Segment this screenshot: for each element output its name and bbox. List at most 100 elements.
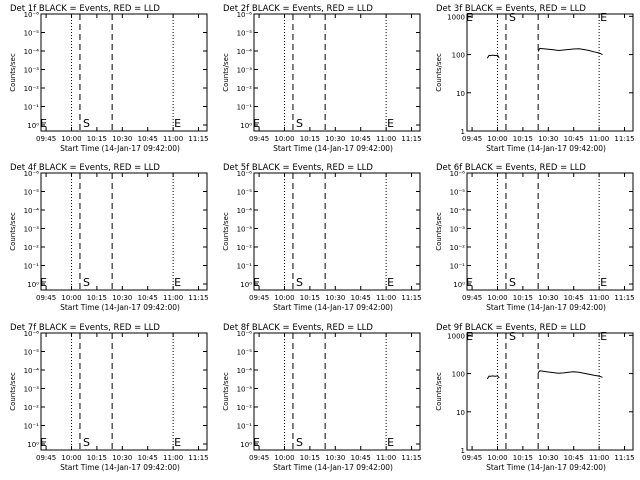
y-tick-label: 10⁻⁴ [450, 207, 466, 215]
y-tick-label: 10⁻² [450, 244, 466, 252]
y-tick-label: 10⁻³ [237, 386, 253, 394]
y-tick-label: 10⁻² [24, 244, 40, 252]
y-axis-label: Counts/sec [222, 212, 230, 251]
end-marker: E [174, 436, 181, 449]
y-axis-label: Counts/sec [435, 372, 443, 411]
x-tick-label: 09:45 [36, 135, 56, 143]
x-tick-label: 10:30 [325, 294, 345, 302]
y-tick-label: 10⁰ [240, 441, 252, 449]
start-marker: S [83, 276, 90, 289]
plot-frame [40, 172, 208, 291]
x-tick-label: 10:00 [61, 454, 81, 462]
x-tick-label: 11:00 [376, 454, 396, 462]
end-marker: E [253, 436, 260, 449]
x-tick-label: 11:00 [376, 294, 396, 302]
end-marker: E [387, 436, 394, 449]
y-tick-label: 10⁻³ [450, 226, 466, 234]
x-tick-label: 11:15 [401, 294, 421, 302]
y-tick-label: 10⁻⁴ [237, 48, 253, 56]
y-tick-label: 10⁻¹ [450, 263, 466, 271]
x-tick-label: 09:45 [36, 454, 56, 462]
y-axis-label: Counts/sec [9, 372, 17, 411]
plot-frame [466, 13, 634, 132]
end-marker: E [40, 436, 47, 449]
y-tick-label: 10⁻³ [24, 386, 40, 394]
x-tick-label: 10:30 [325, 454, 345, 462]
x-axis-label: Start Time (14-Jan-17 09:42:00) [486, 463, 606, 472]
x-tick-label: 10:15 [87, 135, 107, 143]
y-tick-label: 10⁻⁶ [24, 170, 40, 178]
panel-title: Det 3f BLACK = Events, RED = LLD [436, 4, 586, 14]
y-tick-label: 10⁻⁵ [450, 189, 466, 197]
x-axis-label: Start Time (14-Jan-17 09:42:00) [60, 463, 180, 472]
end-marker: E [466, 11, 473, 24]
y-tick-label: 10⁻⁵ [237, 349, 253, 357]
x-tick-label: 09:45 [249, 294, 269, 302]
y-tick-label: 1000 [447, 13, 465, 21]
x-tick-label: 11:00 [163, 135, 183, 143]
x-tick-label: 10:30 [538, 135, 558, 143]
x-tick-label: 10:45 [564, 294, 584, 302]
x-axis-label: Start Time (14-Jan-17 09:42:00) [486, 144, 606, 153]
x-tick-label: 09:45 [249, 135, 269, 143]
detector-panel: Det 5f BLACK = Events, RED = LLD Counts/s… [222, 163, 422, 312]
start-marker: S [509, 11, 516, 24]
y-tick-label: 10⁰ [27, 281, 39, 289]
y-tick-label: 1000 [447, 332, 465, 340]
end-marker: E [387, 276, 394, 289]
x-tick-label: 10:15 [87, 294, 107, 302]
panel-title: Det 6f BLACK = Events, RED = LLD [436, 163, 586, 173]
x-tick-label: 10:00 [487, 454, 507, 462]
y-tick-label: 10⁻³ [237, 226, 253, 234]
events-series-line [486, 54, 500, 59]
y-tick-label: 100 [452, 371, 465, 379]
x-tick-label: 11:15 [401, 454, 421, 462]
y-axis-label: Counts/sec [9, 53, 17, 92]
detector-panel: Det 9f BLACK = Events, RED = LLD Counts/s… [435, 323, 635, 472]
x-tick-label: 10:30 [538, 454, 558, 462]
y-tick-label: 10⁻⁵ [24, 349, 40, 357]
x-tick-label: 10:45 [138, 454, 158, 462]
x-tick-label: 11:15 [614, 135, 634, 143]
y-tick-label: 10⁻⁶ [24, 11, 40, 19]
x-tick-label: 10:15 [513, 294, 533, 302]
end-marker: E [40, 117, 47, 130]
y-tick-label: 10⁰ [27, 122, 39, 130]
y-tick-label: 10⁻⁶ [24, 330, 40, 338]
x-tick-label: 10:45 [138, 135, 158, 143]
x-tick-label: 10:45 [564, 135, 584, 143]
x-axis-label: Start Time (14-Jan-17 09:42:00) [60, 144, 180, 153]
y-tick-label: 10⁻² [237, 404, 253, 412]
y-tick-label: 10⁻³ [24, 67, 40, 75]
events-series-line [537, 370, 603, 378]
x-tick-label: 10:45 [351, 294, 371, 302]
y-tick-label: 10⁻⁵ [24, 189, 40, 197]
x-tick-label: 11:15 [188, 135, 208, 143]
y-tick-label: 1 [461, 128, 465, 136]
plot-frame [253, 13, 421, 132]
end-marker: E [174, 276, 181, 289]
x-tick-label: 10:00 [274, 294, 294, 302]
y-axis-label: Counts/sec [222, 372, 230, 411]
end-marker: E [387, 117, 394, 130]
detector-panel: Det 4f BLACK = Events, RED = LLD Counts/s… [9, 163, 209, 312]
detector-panel: Det 7f BLACK = Events, RED = LLD Counts/s… [9, 323, 209, 472]
x-tick-label: 10:00 [274, 135, 294, 143]
panel-title: Det 2f BLACK = Events, RED = LLD [223, 4, 373, 14]
x-tick-label: 10:00 [61, 294, 81, 302]
y-tick-label: 1 [461, 447, 465, 455]
detector-panel: Det 8f BLACK = Events, RED = LLD Counts/s… [222, 323, 422, 472]
x-tick-label: 10:00 [61, 135, 81, 143]
y-tick-label: 10 [456, 409, 465, 417]
end-marker: E [466, 330, 473, 343]
end-marker: E [600, 11, 607, 24]
plot-frame [466, 332, 634, 451]
x-tick-label: 10:45 [351, 454, 371, 462]
plot-frame [466, 172, 634, 291]
x-tick-label: 10:15 [300, 135, 320, 143]
y-axis-label: Counts/sec [9, 212, 17, 251]
x-tick-label: 10:15 [87, 454, 107, 462]
x-axis-label: Start Time (14-Jan-17 09:42:00) [273, 144, 393, 153]
panel-title: Det 9f BLACK = Events, RED = LLD [436, 323, 586, 333]
